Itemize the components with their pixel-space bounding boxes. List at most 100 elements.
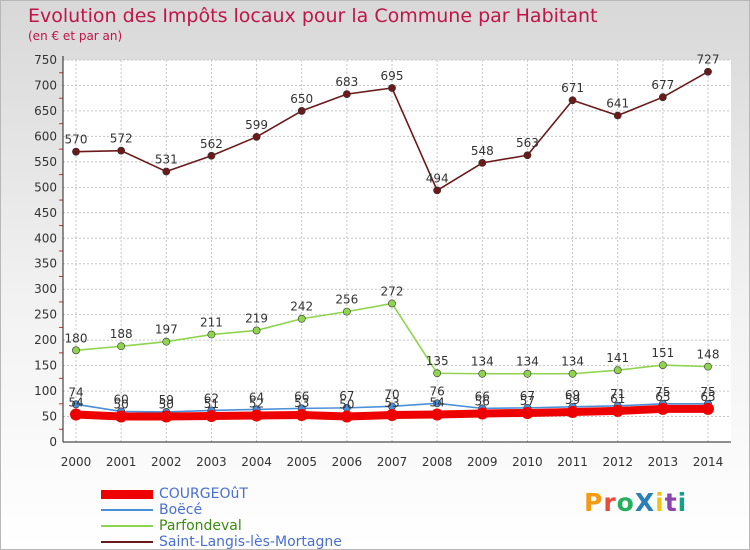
data-point-parfondeval xyxy=(162,337,171,346)
data-label-saint-langis-les-mortagne: 695 xyxy=(381,69,404,83)
data-label-saint-langis-les-mortagne: 650 xyxy=(290,92,313,106)
data-point-saint-langis-les-mortagne xyxy=(568,96,577,105)
data-point-saint-langis-les-mortagne xyxy=(613,111,622,120)
data-point-courgeout xyxy=(431,408,444,421)
data-point-saint-langis-les-mortagne xyxy=(342,90,351,99)
data-point-parfondeval xyxy=(297,314,306,323)
data-label-courgeout: 52 xyxy=(249,397,264,411)
data-point-courgeout xyxy=(386,409,398,422)
data-label-saint-langis-les-mortagne: 671 xyxy=(561,81,584,95)
data-label-boece: 70 xyxy=(384,387,399,401)
data-point-courgeout xyxy=(521,406,534,419)
data-label-boece: 74 xyxy=(68,385,83,399)
x-tick-label: 2001 xyxy=(106,455,137,469)
data-point-saint-langis-les-mortagne xyxy=(162,167,171,176)
data-label-boece: 62 xyxy=(204,391,219,405)
data-label-courgeout: 50 xyxy=(159,398,174,412)
legend-label: Boëcé xyxy=(159,502,203,518)
data-label-saint-langis-les-mortagne: 570 xyxy=(65,133,88,147)
data-label-boece: 69 xyxy=(565,388,580,402)
data-label-saint-langis-les-mortagne: 677 xyxy=(651,78,674,92)
legend-swatch xyxy=(101,541,153,543)
data-label-parfondeval: 148 xyxy=(697,348,720,362)
data-label-courgeout: 51 xyxy=(204,397,219,411)
data-label-parfondeval: 135 xyxy=(426,354,449,368)
data-label-courgeout: 65 xyxy=(700,390,715,404)
legend-item: COURGEOûT xyxy=(101,486,342,502)
data-label-saint-langis-les-mortagne: 599 xyxy=(245,118,268,132)
data-point-saint-langis-les-mortagne xyxy=(207,151,216,160)
data-point-courgeout xyxy=(611,404,624,417)
data-point-parfondeval xyxy=(207,330,216,339)
data-point-courgeout xyxy=(205,410,218,423)
x-tick-label: 2002 xyxy=(151,455,182,469)
data-point-saint-langis-les-mortagne xyxy=(117,146,126,155)
legend-item: Saint-Langis-lès-Mortagne xyxy=(101,534,342,550)
data-label-boece: 67 xyxy=(520,389,535,403)
y-tick-label: 350 xyxy=(34,257,57,271)
data-label-saint-langis-les-mortagne: 641 xyxy=(606,97,629,111)
x-tick-label: 2013 xyxy=(648,455,679,469)
data-point-courgeout xyxy=(476,407,489,420)
data-point-parfondeval xyxy=(252,326,261,335)
data-point-parfondeval xyxy=(433,369,442,378)
data-label-courgeout: 65 xyxy=(655,390,670,404)
data-label-parfondeval: 256 xyxy=(335,293,358,307)
data-point-saint-langis-les-mortagne xyxy=(388,84,396,92)
data-label-courgeout: 56 xyxy=(475,394,490,408)
data-point-saint-langis-les-mortagne xyxy=(704,67,712,76)
data-point-parfondeval xyxy=(478,369,487,378)
data-label-courgeout: 50 xyxy=(114,398,129,412)
data-point-parfondeval xyxy=(523,369,532,378)
data-label-saint-langis-les-mortagne: 683 xyxy=(335,75,358,89)
legend-item: Boëcé xyxy=(101,502,342,518)
y-tick-label: 200 xyxy=(34,333,57,347)
y-tick-label: 700 xyxy=(34,78,57,92)
legend-label: COURGEOûT xyxy=(159,486,248,502)
data-label-boece: 66 xyxy=(294,389,309,403)
y-tick-label: 650 xyxy=(34,104,57,118)
y-tick-label: 100 xyxy=(34,384,57,398)
data-label-parfondeval: 141 xyxy=(606,351,629,365)
y-tick-label: 500 xyxy=(34,180,57,194)
logo-letter: t xyxy=(664,488,678,517)
legend-swatch xyxy=(101,525,153,527)
data-label-parfondeval: 242 xyxy=(290,300,313,314)
data-point-parfondeval xyxy=(658,361,667,369)
data-point-courgeout xyxy=(656,402,669,415)
data-label-parfondeval: 134 xyxy=(516,355,539,369)
data-label-saint-langis-les-mortagne: 572 xyxy=(110,132,133,146)
data-point-parfondeval xyxy=(72,346,80,355)
data-point-saint-langis-les-mortagne xyxy=(478,158,487,167)
data-point-saint-langis-les-mortagne xyxy=(297,107,306,115)
x-tick-label: 2012 xyxy=(602,455,633,469)
data-point-saint-langis-les-mortagne xyxy=(658,93,667,102)
data-label-parfondeval: 180 xyxy=(65,331,88,345)
y-tick-label: 550 xyxy=(34,155,57,169)
data-point-courgeout xyxy=(566,405,579,418)
logo-letter: o xyxy=(616,488,635,517)
y-tick-label: 400 xyxy=(34,231,57,245)
x-tick-label: 2005 xyxy=(286,455,317,469)
data-label-parfondeval: 188 xyxy=(110,327,133,341)
data-label-boece: 75 xyxy=(655,385,670,399)
y-tick-label: 750 xyxy=(34,53,57,67)
data-label-courgeout: 57 xyxy=(520,394,535,408)
y-tick-label: 450 xyxy=(34,206,57,220)
data-point-saint-langis-les-mortagne xyxy=(252,133,261,141)
data-label-courgeout: 53 xyxy=(294,396,309,410)
y-tick-label: 0 xyxy=(49,435,57,449)
data-label-boece: 64 xyxy=(249,390,264,404)
data-label-courgeout: 59 xyxy=(565,393,580,407)
data-label-boece: 66 xyxy=(475,389,490,403)
data-label-courgeout: 54 xyxy=(430,395,445,409)
legend-label: Saint-Langis-lès-Mortagne xyxy=(159,534,342,550)
y-tick-label: 600 xyxy=(34,129,57,143)
data-point-courgeout xyxy=(250,409,263,422)
data-label-boece: 76 xyxy=(430,384,445,398)
data-point-parfondeval xyxy=(613,366,622,375)
data-label-parfondeval: 219 xyxy=(245,311,268,325)
data-label-courgeout: 50 xyxy=(339,398,354,412)
